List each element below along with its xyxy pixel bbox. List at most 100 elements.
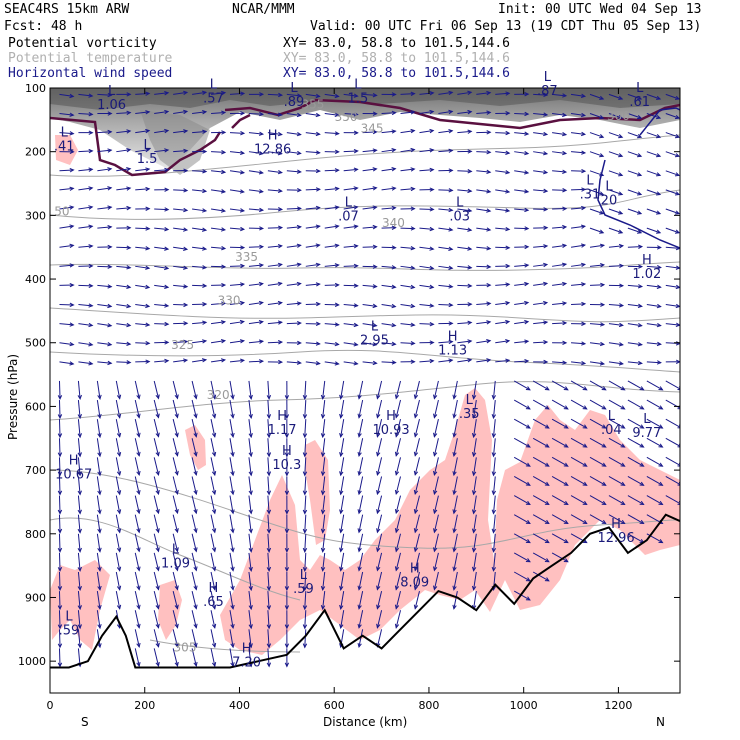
wind-arrow — [324, 93, 339, 97]
wind-arrow — [154, 265, 169, 269]
wind-arrow — [248, 438, 252, 457]
wind-arrow — [358, 533, 364, 552]
wind-arrow-head — [413, 604, 419, 610]
wind-arrow-head — [284, 547, 290, 553]
wind-arrow-head — [353, 149, 359, 154]
wind-arrow-head — [376, 623, 381, 629]
wind-arrow — [59, 132, 74, 135]
wind-arrow — [358, 399, 364, 418]
wind-arrow — [665, 265, 680, 269]
wind-arrow — [248, 340, 263, 344]
wind-arrow — [395, 571, 402, 590]
wind-arrow-head — [221, 90, 227, 96]
wind-arrow — [58, 629, 61, 648]
wind-arrow — [58, 610, 61, 629]
wind-arrow — [78, 93, 93, 97]
wind-arrow — [191, 610, 197, 628]
wind-arrow — [453, 571, 458, 590]
wind-arrow-head — [57, 662, 63, 668]
wind-arrow-head — [391, 167, 397, 172]
wind-arrow-head — [544, 558, 550, 563]
wind-arrow-head — [372, 167, 378, 172]
wind-arrow — [358, 457, 364, 476]
wind-arrow-head — [620, 481, 626, 486]
extremum-marker: L — [608, 409, 616, 424]
wind-arrow — [77, 438, 81, 457]
wind-arrow-head — [433, 509, 438, 515]
wind-arrow-head — [658, 500, 664, 505]
wind-arrow — [438, 246, 453, 250]
wind-arrow — [340, 476, 345, 495]
wind-arrow — [172, 438, 179, 456]
wind-arrow-head — [248, 624, 253, 630]
wind-arrow — [96, 457, 101, 476]
wind-arrow-head — [202, 246, 208, 251]
wind-arrow-head — [505, 319, 511, 325]
wind-arrow-head — [452, 451, 457, 458]
wind-arrow — [286, 244, 301, 248]
wind-arrow-head — [562, 150, 568, 156]
wind-arrow-head — [486, 169, 492, 174]
wind-arrow-head — [600, 282, 606, 288]
wind-arrow-head — [391, 322, 397, 328]
wind-arrow — [589, 418, 606, 429]
wind-arrow — [172, 610, 179, 628]
extremum-value: .59 — [59, 624, 80, 639]
wind-arrow-head — [193, 547, 198, 553]
wind-arrow — [381, 323, 396, 327]
wind-arrow — [78, 206, 93, 210]
wind-arrow-head — [413, 547, 419, 553]
wind-arrow-head — [77, 471, 82, 477]
wind-arrow — [414, 514, 420, 533]
wind-arrow — [414, 571, 420, 590]
wind-arrow — [514, 227, 529, 230]
wind-arrow — [192, 246, 207, 250]
wind-arrow — [267, 648, 270, 667]
wind-arrow — [381, 342, 396, 345]
wind-arrow-head — [145, 110, 151, 115]
wind-arrow — [116, 361, 131, 363]
wind-arrow — [305, 263, 320, 267]
wind-arrow — [627, 342, 642, 346]
wind-arrow — [173, 359, 188, 363]
wind-arrow — [665, 284, 680, 288]
wind-arrow — [304, 400, 307, 419]
wind-arrow — [438, 91, 453, 95]
wind-arrow — [248, 189, 263, 193]
wind-arrow-head — [164, 148, 170, 153]
wind-arrow-head — [240, 245, 246, 250]
extremum-marker: H — [69, 453, 79, 468]
wind-arrow — [97, 226, 112, 229]
wind-arrow — [59, 264, 74, 267]
wind-arrow-head — [136, 604, 141, 610]
wind-arrow — [191, 399, 197, 418]
wind-arrow-head — [372, 284, 378, 289]
wind-arrow — [358, 476, 364, 495]
wind-arrow-head — [145, 340, 151, 346]
wind-arrow-head — [376, 547, 381, 553]
wind-arrow-head — [334, 243, 340, 248]
wind-arrow-head — [202, 169, 208, 174]
wind-arrow-head — [391, 186, 397, 191]
wind-arrow — [358, 629, 364, 648]
wind-arrow — [305, 188, 320, 191]
wind-arrow-head — [674, 95, 680, 100]
wind-arrow — [433, 552, 439, 571]
wind-arrow-head — [376, 509, 381, 515]
wind-arrow-head — [183, 265, 189, 270]
wind-arrow-head — [193, 509, 198, 515]
wind-arrow — [400, 93, 415, 95]
wind-arrow-head — [505, 130, 511, 136]
wind-arrow-head — [116, 413, 122, 419]
wind-arrow — [59, 225, 74, 229]
wind-arrow — [153, 438, 159, 456]
wind-arrow-head — [77, 414, 82, 420]
wind-arrow-head — [69, 302, 75, 308]
wind-arrow-head — [202, 283, 208, 288]
wind-arrow-head — [524, 319, 530, 325]
theta-contours — [50, 134, 680, 653]
wind-arrow — [665, 246, 680, 249]
wind-arrow — [665, 151, 680, 157]
wind-arrow — [589, 151, 604, 157]
wind-arrow-head — [221, 264, 227, 269]
